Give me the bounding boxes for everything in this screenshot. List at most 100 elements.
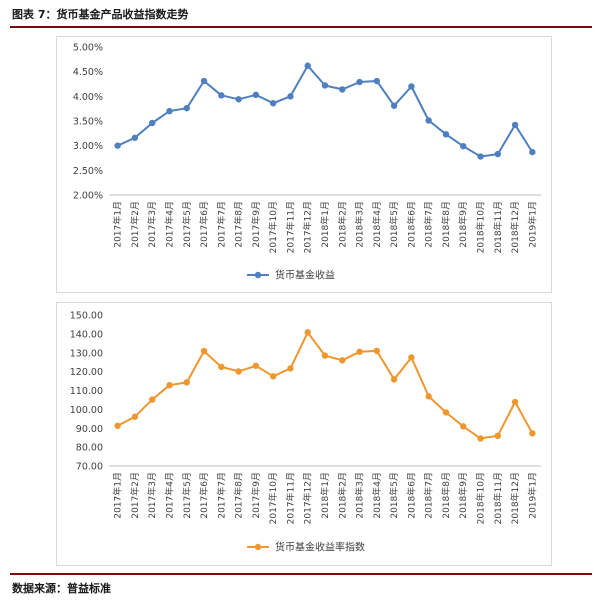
data-point <box>408 83 415 90</box>
data-point <box>287 365 294 372</box>
y-tick-label: 120.00 <box>70 367 103 378</box>
data-point <box>373 77 381 85</box>
x-tick-label: 2018年1月 <box>319 472 331 519</box>
x-tick-label: 2018年3月 <box>354 201 366 248</box>
legend-label: 货币基金收益率指数 <box>275 541 365 554</box>
data-point <box>477 153 484 160</box>
x-tick-label: 2018年2月 <box>336 472 348 519</box>
x-tick-label: 2018年9月 <box>457 472 469 519</box>
x-tick-label: 2018年8月 <box>440 472 452 519</box>
data-point <box>218 92 225 99</box>
x-tick-label: 2017年6月 <box>198 472 210 519</box>
series-line <box>117 64 534 158</box>
data-point <box>149 396 156 403</box>
legend-marker-icon <box>254 271 262 279</box>
data-point <box>114 142 121 149</box>
data-point <box>529 430 536 437</box>
x-tick-label: 2018年9月 <box>457 201 469 248</box>
x-tick-label: 2017年7月 <box>215 201 227 248</box>
data-point <box>321 82 329 89</box>
x-tick-label: 2018年10月 <box>475 472 487 524</box>
x-tick-label: 2018年7月 <box>423 201 435 248</box>
y-tick-label: 5.00% <box>73 43 103 54</box>
data-point <box>339 86 346 93</box>
data-point <box>149 119 156 127</box>
data-point <box>218 363 225 371</box>
x-tick-label: 2017年3月 <box>146 472 158 519</box>
x-tick-label: 2018年11月 <box>492 201 504 253</box>
x-tick-label: 2018年11月 <box>492 472 504 524</box>
data-point <box>200 77 208 85</box>
series-line <box>117 331 534 440</box>
data-point <box>460 423 467 430</box>
x-tick-label: 2017年11月 <box>284 201 296 253</box>
data-point <box>235 368 242 375</box>
data-point <box>477 435 484 442</box>
x-tick-label: 2017年8月 <box>233 472 245 519</box>
x-tick-label: 2018年12月 <box>509 472 521 524</box>
x-tick-label: 2018年5月 <box>388 201 400 248</box>
y-tick-label: 4.00% <box>73 92 103 103</box>
x-tick-label: 2017年5月 <box>181 201 193 248</box>
data-point <box>442 131 450 138</box>
legend-label: 货币基金收益 <box>275 269 335 282</box>
y-tick-label: 140.00 <box>70 329 103 340</box>
x-tick-label: 2017年1月 <box>112 201 124 248</box>
y-tick-label: 4.50% <box>73 67 103 78</box>
y-tick-label: 110.00 <box>70 386 103 397</box>
index-line-chart: 70.00 80.00 90.00 100.00 110.00 120.00 130.00 1… <box>70 311 541 554</box>
data-point <box>252 91 260 99</box>
data-point <box>131 413 139 420</box>
data-point <box>356 348 363 356</box>
data-point <box>339 357 346 364</box>
y-tick-label: 3.50% <box>73 117 103 128</box>
data-point <box>304 62 311 69</box>
source-note: 数据来源：普益标准 <box>12 582 111 595</box>
x-tick-label: 2018年10月 <box>475 201 487 253</box>
data-point <box>287 93 294 100</box>
x-tick-label: 2018年8月 <box>440 201 452 248</box>
data-point <box>494 150 501 158</box>
chart-panel-index: 70.00 80.00 90.00 100.00 110.00 120.00 130.00 1… <box>56 302 552 566</box>
data-point <box>442 409 450 416</box>
x-tick-label: 2017年5月 <box>181 472 193 519</box>
data-point <box>460 142 467 150</box>
x-tick-label: 2017年12月 <box>302 201 314 253</box>
data-point <box>511 121 519 129</box>
y-tick-label: 2.50% <box>73 166 103 177</box>
yield-line-chart: 2.00% 2.50% 3.00% 3.50% 4.00% 4.50% 5.00% 2017年… <box>73 43 541 282</box>
x-tick-label: 2017年12月 <box>302 472 314 524</box>
y-tick-label: 3.00% <box>73 141 103 152</box>
x-tick-label: 2017年7月 <box>215 472 227 519</box>
x-tick-label: 2018年2月 <box>336 201 348 248</box>
x-tick-label: 2018年5月 <box>388 472 400 519</box>
x-tick-label: 2018年7月 <box>423 472 435 519</box>
chart-panel-yield: 2.00% 2.50% 3.00% 3.50% 4.00% 4.50% 5.00% 2017年… <box>56 36 552 293</box>
data-point <box>425 117 432 124</box>
x-tick-label: 2017年2月 <box>129 472 141 519</box>
x-tick-label: 2017年11月 <box>284 472 296 524</box>
data-point <box>252 362 260 369</box>
data-point <box>408 354 415 361</box>
data-point <box>356 78 363 86</box>
y-tick-label: 90.00 <box>76 424 103 435</box>
data-point <box>183 379 190 386</box>
legend-marker-icon <box>254 543 262 551</box>
x-tick-label: 2017年10月 <box>267 472 279 524</box>
x-tick-label: 2017年9月 <box>250 201 262 248</box>
source-rule <box>10 573 592 575</box>
x-tick-label: 2018年1月 <box>319 201 331 248</box>
data-point <box>269 373 277 380</box>
y-tick-label: 150.00 <box>70 311 103 322</box>
data-point <box>390 376 398 383</box>
x-tick-label: 2017年4月 <box>163 472 175 519</box>
data-point <box>166 382 173 389</box>
x-tick-label: 2019年1月 <box>526 201 538 248</box>
data-point <box>529 148 536 156</box>
x-tick-label: 2017年3月 <box>146 201 158 248</box>
data-point <box>304 329 311 336</box>
data-point <box>183 104 190 112</box>
x-tick-label: 2017年9月 <box>250 472 262 519</box>
figure-title: 图表 7：货币基金产品收益指数走势 <box>12 8 189 21</box>
x-tick-label: 2018年6月 <box>405 472 417 519</box>
